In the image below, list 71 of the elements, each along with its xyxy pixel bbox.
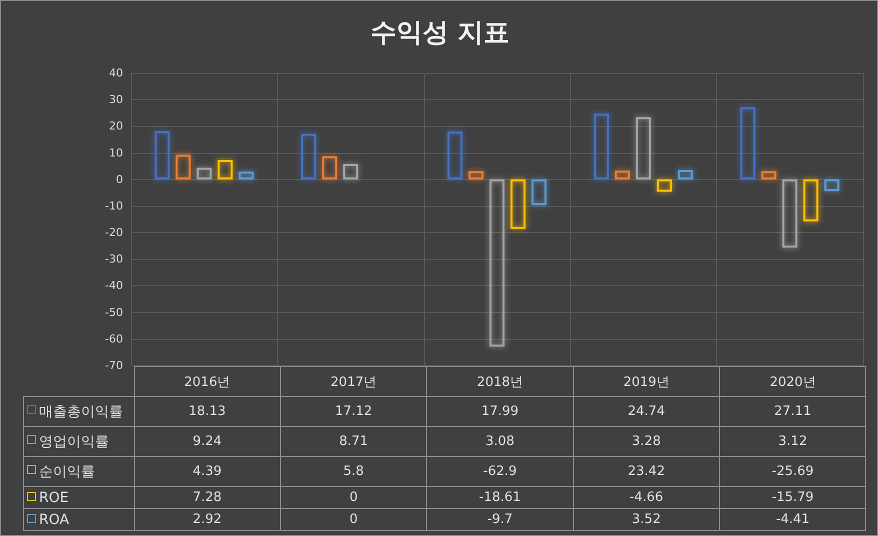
- data-label: 9.24: [134, 426, 280, 456]
- bar: [782, 179, 798, 248]
- data-label: 0: [280, 508, 427, 530]
- bar: [636, 117, 651, 180]
- bar: [490, 179, 504, 347]
- bar: [740, 107, 756, 180]
- data-label: -15.79: [720, 486, 866, 508]
- data-label: -62.9: [426, 456, 574, 486]
- chart-title: 수익성 지표: [370, 18, 510, 48]
- x-tick-label: 2018년: [426, 366, 574, 396]
- x-tick-label: 2019년: [573, 366, 720, 396]
- data-label: 18.13: [134, 396, 280, 426]
- data-label: 5.8: [280, 456, 427, 486]
- bar: [803, 179, 818, 222]
- y-tick-label: 30: [109, 93, 123, 106]
- data-label: -4.66: [573, 486, 720, 508]
- data-label: 3.28: [573, 426, 720, 456]
- data-label: 17.99: [426, 396, 574, 426]
- bar: [218, 160, 233, 180]
- bar: [322, 156, 338, 180]
- data-label: 23.42: [573, 456, 720, 486]
- data-label: 24.74: [573, 396, 720, 426]
- data-label: 3.52: [573, 508, 720, 530]
- legend-label: 순이익률: [24, 456, 134, 486]
- bar: [468, 171, 484, 180]
- data-label: 4.39: [134, 456, 280, 486]
- x-tick-label: 2016년: [134, 366, 280, 396]
- y-tick-label: 20: [109, 120, 123, 133]
- bar: [594, 114, 609, 180]
- bar: [238, 172, 254, 180]
- data-label: 2.92: [134, 508, 280, 530]
- legend-label: ROA: [24, 508, 134, 530]
- data-label: 8.71: [280, 426, 427, 456]
- x-tick-label: 2020년: [720, 366, 866, 396]
- data-label: 0: [280, 486, 427, 508]
- y-tick-label: 0: [116, 172, 123, 186]
- bar: [448, 132, 462, 180]
- y-tick-label: -60: [105, 332, 123, 346]
- y-tick-label: -10: [105, 199, 123, 212]
- data-label: -9.7: [426, 508, 574, 530]
- y-tick-label: -40: [105, 279, 123, 292]
- bar: [301, 134, 316, 180]
- bar: [678, 170, 693, 180]
- data-label: -18.61: [426, 486, 574, 508]
- bar: [510, 179, 526, 229]
- bar: [196, 168, 212, 180]
- bar: [154, 131, 170, 180]
- y-tick-label: -50: [105, 306, 123, 319]
- y-tick-label: -20: [105, 226, 123, 240]
- y-tick-label: -70: [105, 359, 123, 372]
- data-label: -25.69: [720, 456, 866, 486]
- legend-label: 영업이익률: [24, 426, 134, 456]
- y-tick-label: 40: [109, 66, 123, 80]
- legend-label: ROE: [24, 486, 134, 508]
- bar: [656, 179, 672, 192]
- data-label: -4.41: [720, 508, 866, 530]
- y-tick-label: -30: [105, 252, 123, 266]
- bar: [532, 179, 546, 206]
- data-label: 3.12: [720, 426, 866, 456]
- y-tick-label: 10: [109, 146, 123, 160]
- bar: [824, 179, 840, 192]
- bar: [176, 154, 191, 180]
- data-label: 7.28: [134, 486, 280, 508]
- data-label: 17.12: [280, 396, 427, 426]
- bar: [761, 171, 776, 180]
- data-label: 3.08: [426, 426, 574, 456]
- legend-label: 매출총이익률: [24, 396, 134, 426]
- bar: [343, 164, 358, 180]
- data-label: 27.11: [720, 396, 866, 426]
- bar: [614, 170, 630, 180]
- x-tick-label: 2017년: [280, 366, 427, 396]
